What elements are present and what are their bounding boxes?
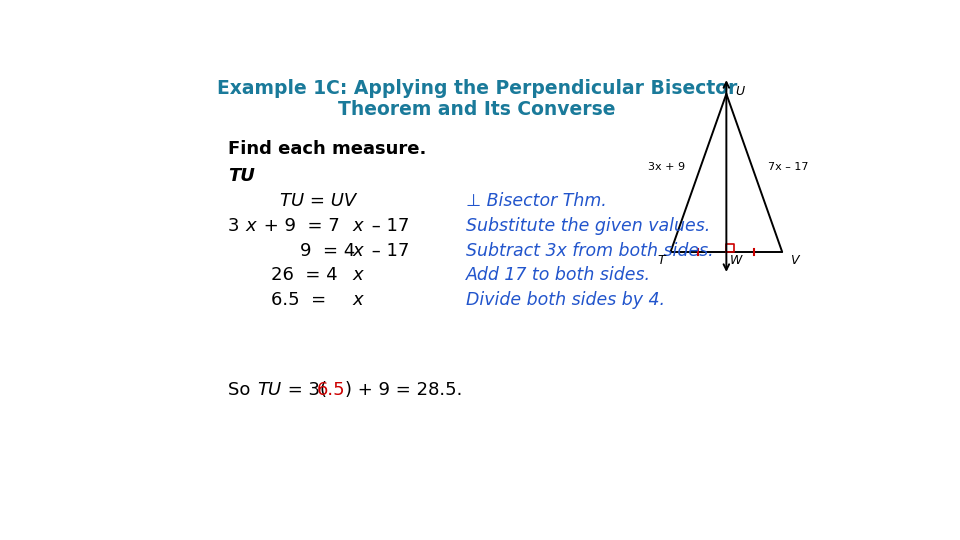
Text: TU: TU	[228, 167, 254, 185]
Text: 9  = 4: 9 = 4	[300, 241, 355, 260]
Text: Divide both sides by 4.: Divide both sides by 4.	[466, 292, 665, 309]
Text: x: x	[353, 292, 364, 309]
Text: So: So	[228, 381, 256, 399]
Text: 26  = 4: 26 = 4	[271, 266, 338, 285]
Text: TU = UV: TU = UV	[280, 192, 356, 210]
Text: Find each measure.: Find each measure.	[228, 140, 426, 158]
Text: Substitute the given values.: Substitute the given values.	[466, 217, 710, 234]
Text: Subtract 3x from both sides.: Subtract 3x from both sides.	[466, 241, 713, 260]
Text: V: V	[789, 254, 798, 267]
Text: x: x	[245, 217, 255, 234]
Text: – 17: – 17	[366, 241, 409, 260]
Text: 7x – 17: 7x – 17	[768, 161, 808, 172]
Text: ⊥ Bisector Thm.: ⊥ Bisector Thm.	[466, 192, 607, 210]
Text: Add 17 to both sides.: Add 17 to both sides.	[466, 266, 651, 285]
Text: 3: 3	[228, 217, 239, 234]
Text: + 9  = 7: + 9 = 7	[257, 217, 340, 234]
Text: ) + 9 = 28.5.: ) + 9 = 28.5.	[346, 381, 463, 399]
Text: x: x	[353, 266, 364, 285]
Text: x: x	[353, 217, 364, 234]
Text: – 17: – 17	[366, 217, 409, 234]
Text: 3x + 9: 3x + 9	[648, 161, 685, 172]
Text: W: W	[730, 254, 742, 267]
Text: TU: TU	[257, 381, 282, 399]
Text: = 3(: = 3(	[282, 381, 327, 399]
Text: 6.5: 6.5	[317, 381, 346, 399]
Text: T: T	[657, 254, 664, 267]
Text: U: U	[735, 85, 744, 98]
Text: 6.5  =: 6.5 =	[271, 292, 332, 309]
Text: Example 1C: Applying the Perpendicular Bisector: Example 1C: Applying the Perpendicular B…	[217, 79, 737, 98]
Text: x: x	[353, 241, 364, 260]
Text: Theorem and Its Converse: Theorem and Its Converse	[338, 100, 616, 119]
